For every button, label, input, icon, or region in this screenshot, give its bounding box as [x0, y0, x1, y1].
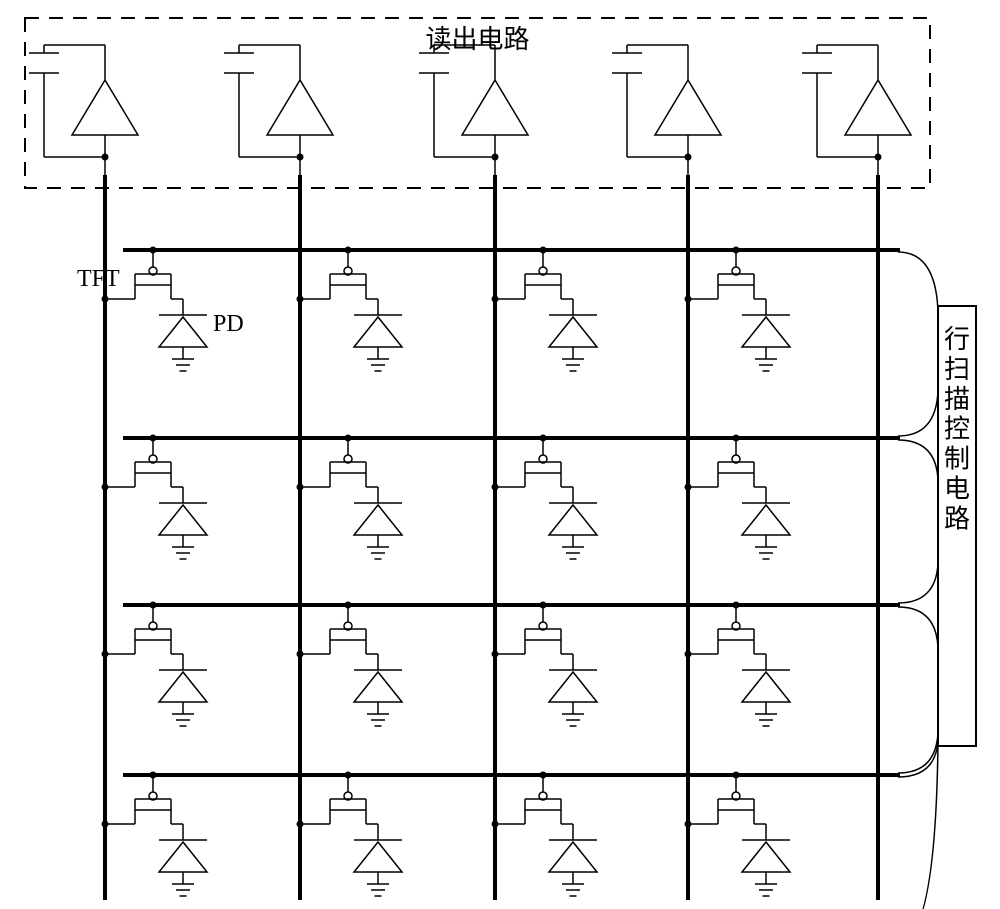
- circuit-diagram: 读出电路行扫描控制电路 TFT PD: [0, 0, 1000, 909]
- svg-text:PD: PD: [213, 311, 244, 337]
- svg-text:读出电路: 读出电路: [425, 25, 529, 54]
- svg-text:行扫描控制电路: 行扫描控制电路: [944, 325, 970, 533]
- svg-text:TFT: TFT: [77, 266, 120, 292]
